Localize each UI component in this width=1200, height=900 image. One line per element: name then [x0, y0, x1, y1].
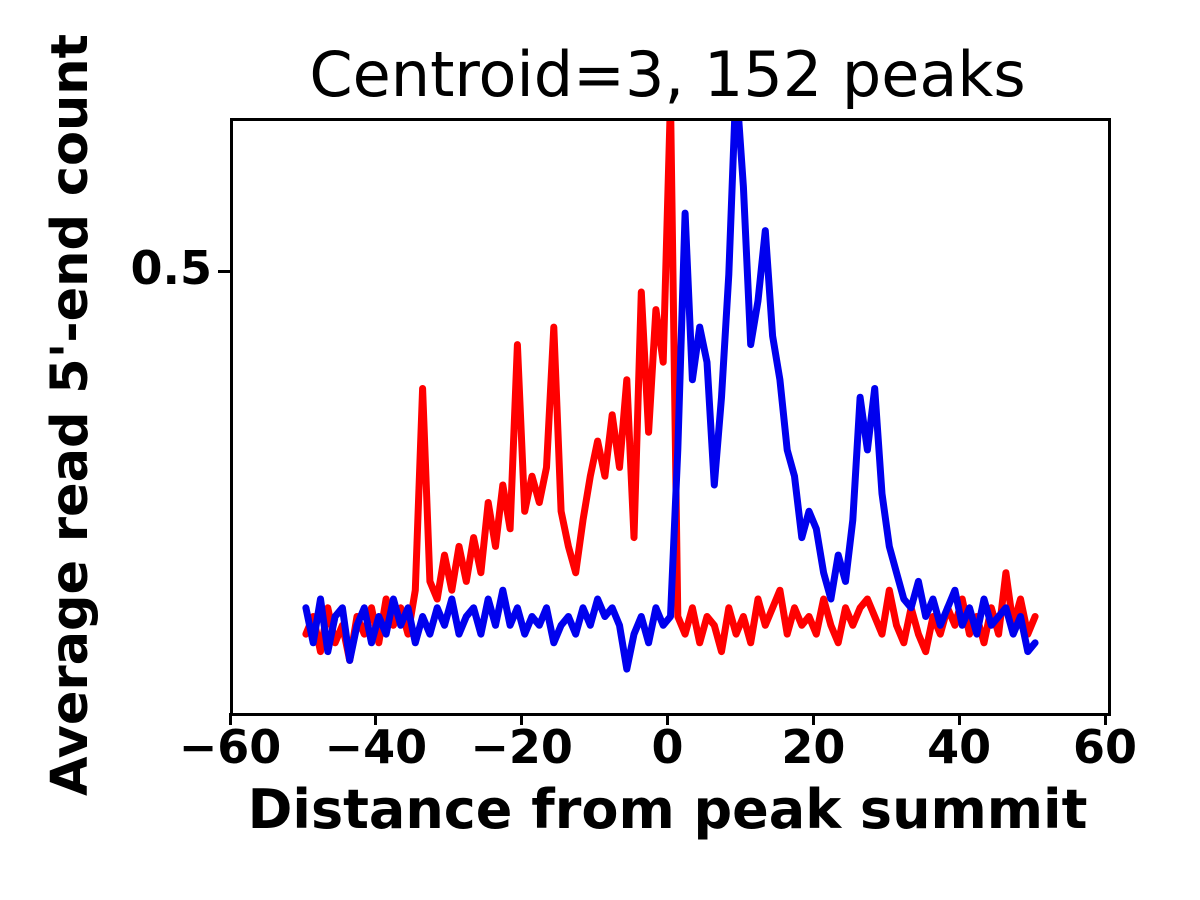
x-axis-label: Distance from peak summit — [247, 778, 1088, 841]
plot-area — [230, 118, 1111, 716]
series-red-line — [302, 121, 1039, 664]
x-tick-label: 60 — [1072, 720, 1137, 774]
y-tick-label: 0.5 — [130, 241, 213, 296]
x-tick-mark — [1103, 713, 1107, 725]
y-axis-label: Average read 5'-end count — [41, 34, 100, 797]
x-tick-label: 40 — [927, 720, 992, 774]
x-tick-mark — [228, 713, 232, 725]
y-tick-mark — [218, 269, 230, 273]
x-tick-mark — [811, 713, 815, 725]
x-tick-mark — [666, 713, 669, 725]
chart-title: Centroid=3, 152 peaks — [309, 38, 1026, 111]
series-blue-line — [302, 121, 1039, 673]
x-tick-label: 20 — [781, 720, 846, 774]
x-tick-mark — [520, 713, 524, 725]
x-tick-label: 0 — [651, 720, 684, 774]
x-tick-mark — [374, 713, 378, 725]
plot-canvas — [302, 121, 1039, 673]
x-tick-label: −60 — [178, 720, 282, 774]
x-tick-label: −20 — [470, 720, 573, 774]
x-tick-label: −40 — [324, 720, 428, 774]
x-tick-mark — [957, 713, 961, 725]
